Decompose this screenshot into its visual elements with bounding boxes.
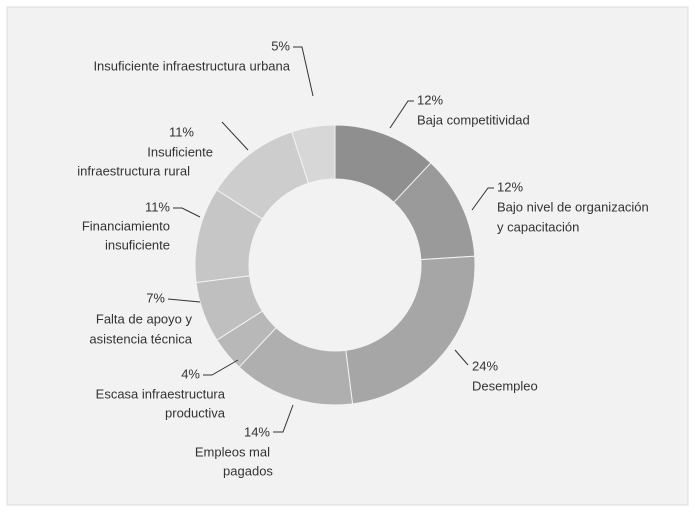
category-label: Bajo nivel de organización bbox=[497, 199, 649, 214]
category-label: Baja competitividad bbox=[417, 112, 530, 127]
leader-line bbox=[389, 100, 414, 129]
leader-line bbox=[454, 349, 469, 366]
category-label: pagados bbox=[223, 463, 273, 478]
donut-slice bbox=[291, 124, 336, 184]
value-label: 11% bbox=[169, 124, 194, 139]
category-label: Desempleo bbox=[472, 378, 538, 393]
value-label: 14% bbox=[244, 424, 270, 439]
value-label: 12% bbox=[417, 92, 443, 107]
background bbox=[6, 6, 689, 506]
value-label: 4% bbox=[181, 366, 200, 381]
value-label: 5% bbox=[271, 38, 290, 53]
leader-line bbox=[471, 187, 494, 211]
category-label: y capacitación bbox=[497, 219, 579, 234]
leader-line bbox=[293, 46, 314, 97]
value-label: 12% bbox=[497, 179, 523, 194]
category-label: insuficiente bbox=[105, 237, 170, 252]
category-label: asistencia técnica bbox=[89, 331, 192, 346]
donut-slice bbox=[345, 255, 476, 405]
category-label: Insuficiente bbox=[147, 144, 213, 159]
category-label: productiva bbox=[165, 405, 226, 420]
category-label: Insuficiente infraestructura urbana bbox=[93, 58, 290, 73]
category-label: Falta de apoyo y bbox=[96, 311, 193, 326]
category-label: Escasa infraestructura bbox=[96, 386, 226, 401]
value-label: 11% bbox=[145, 199, 170, 214]
category-label: infraestructura rural bbox=[77, 163, 190, 178]
leader-line bbox=[203, 359, 239, 376]
category-label: Empleos mal bbox=[195, 444, 270, 459]
leader-line bbox=[221, 121, 249, 151]
value-label: 24% bbox=[472, 358, 498, 373]
value-label: 7% bbox=[146, 290, 165, 305]
leader-line bbox=[167, 298, 201, 303]
leader-line bbox=[273, 404, 294, 433]
category-label: Financiamiento bbox=[82, 218, 170, 233]
leader-line bbox=[173, 207, 201, 218]
